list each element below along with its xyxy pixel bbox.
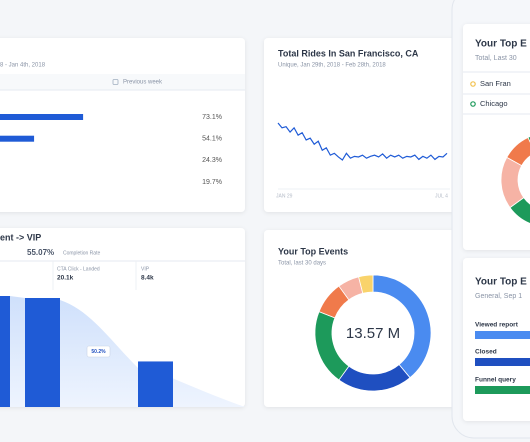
row-label: Closed	[475, 349, 497, 356]
card-title: ent -> VIP	[0, 232, 41, 242]
header-band	[0, 74, 245, 90]
card-title: Your Top Events	[278, 246, 348, 256]
date-range: 8 - Jan 4th, 2018	[0, 63, 46, 69]
column-value: 8.4k	[141, 275, 154, 282]
card-title: Your Top E	[475, 39, 527, 50]
rides-card	[264, 38, 464, 212]
completion: 55.07%	[27, 248, 54, 257]
phone-card	[463, 258, 530, 421]
completion-label: Completion Rate	[63, 250, 100, 256]
compare-icon	[112, 79, 119, 85]
sessions-bars: 73.1% 54.1% 24.3% 19.7%	[0, 114, 222, 186]
value-label: 73.1%	[202, 114, 222, 121]
x-label: JUL 4	[435, 193, 448, 199]
conversion-label: 50.2%	[91, 349, 106, 355]
card-subtitle: Unique, Jan 29th, 2018 - Feb 28th, 2018	[278, 63, 386, 69]
card-title: Your Top E	[475, 277, 527, 288]
donut-segment	[506, 136, 530, 167]
donut-segment	[358, 274, 374, 294]
bar	[0, 135, 35, 142]
card-subtitle: General, Sep 1	[475, 293, 522, 300]
card-subtitle: Total, Last 30	[475, 55, 517, 62]
donut-total: 13.57 M	[346, 325, 400, 342]
x-label: JAN 29	[276, 193, 293, 199]
conversion-box	[86, 345, 111, 358]
value-label: 24.3%	[202, 157, 222, 164]
card-title: Total Rides In San Francisco, CA	[278, 48, 419, 58]
column-name: CTA Click - Landed	[57, 266, 100, 272]
bar	[138, 361, 173, 407]
funnel-bars: CTA Click - Landed 20.1k VIP 8.4k	[25, 266, 173, 407]
events-donut	[314, 274, 432, 392]
row-label: Viewed report	[475, 322, 519, 329]
row-bar	[475, 331, 530, 339]
legend-marker	[470, 81, 476, 87]
card-subtitle: Total, last 30 days	[278, 261, 326, 267]
row-bar	[475, 358, 530, 366]
line	[277, 122, 448, 161]
value-label: 54.1%	[202, 136, 222, 143]
value-label: 19.7%	[202, 179, 222, 186]
column-name: VIP	[141, 266, 150, 272]
donut-segment	[527, 136, 530, 143]
partial-bar	[0, 296, 10, 407]
row-label: Funnel query	[475, 377, 516, 384]
funnel-area	[0, 296, 245, 407]
phone-donut	[500, 136, 530, 224]
legend-label: San Fran	[480, 79, 511, 88]
bar	[25, 298, 60, 407]
row-bar	[475, 386, 530, 394]
column-value: 20.1k	[57, 275, 74, 282]
compare-label: Previous week	[123, 80, 163, 86]
legend-marker	[470, 101, 476, 107]
rides-line	[277, 122, 448, 161]
bar	[0, 114, 84, 120]
legend-label: Chicago	[480, 99, 508, 108]
